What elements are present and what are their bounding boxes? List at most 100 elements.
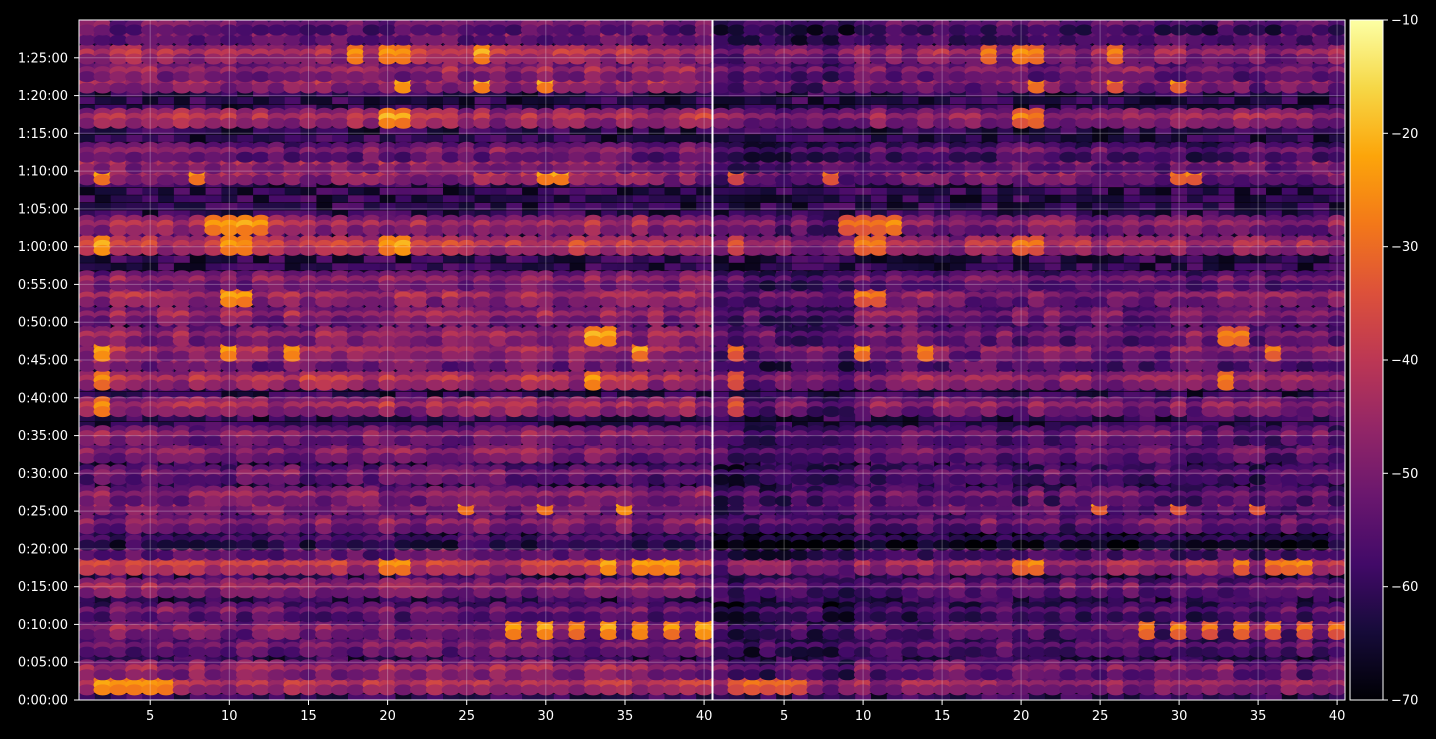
noise-cell [379, 202, 396, 210]
noise-cell [474, 391, 491, 399]
heatmap-cell [141, 549, 160, 561]
heatmap-cell [615, 564, 635, 576]
heatmap-cell [394, 504, 413, 516]
noise-cell [253, 255, 270, 263]
noise-cell [268, 210, 286, 218]
heatmap-cell [599, 587, 619, 599]
heatmap-cell [505, 523, 524, 535]
noise-cell [189, 195, 207, 203]
heatmap-cell [188, 684, 207, 696]
noise-cell [664, 263, 681, 271]
noise-cell [348, 255, 365, 263]
heatmap-cell [457, 523, 476, 535]
noise-cell [617, 414, 634, 422]
noise-cell [332, 595, 349, 603]
noise-cell [300, 210, 317, 218]
noise-cell [348, 595, 365, 603]
heatmap-cell [694, 564, 712, 576]
noise-cell [221, 694, 238, 700]
heatmap-cell [631, 564, 650, 576]
noise-cell [443, 694, 460, 700]
noise-cell [332, 263, 349, 271]
noise-cell [237, 210, 254, 218]
noise-cell [284, 187, 301, 195]
noise-cell [648, 202, 665, 210]
noise-cell [632, 694, 650, 700]
heatmap-cell [141, 611, 160, 623]
noise-cell [221, 210, 238, 218]
noise-cell [443, 414, 460, 422]
noise-cell [474, 210, 491, 218]
noise-cell [427, 210, 444, 218]
noise-cell [221, 202, 238, 210]
noise-cell [348, 202, 365, 210]
noise-cell [205, 414, 222, 422]
heatmap-cell [568, 646, 587, 658]
noise-cell [332, 391, 349, 399]
noise-cell [537, 595, 555, 603]
heatmap-cell [141, 629, 160, 640]
heatmap-cell [679, 611, 698, 623]
noise-cell [458, 195, 476, 203]
noise-cell [173, 134, 191, 142]
noise-cell [696, 97, 712, 105]
noise-cell [189, 187, 207, 195]
heatmap-cell [251, 504, 271, 516]
noise-cell [253, 97, 270, 105]
heatmap-cell [647, 629, 666, 640]
heatmap-cell [378, 504, 397, 516]
heatmap-cell [109, 523, 128, 535]
heatmap-cell [109, 564, 128, 576]
heatmap-cell [568, 549, 587, 561]
noise-cell [458, 210, 476, 218]
noise-cell [522, 187, 539, 195]
heatmap-cell [536, 611, 555, 623]
heatmap-cell [93, 611, 112, 623]
heatmap-cell [125, 504, 144, 516]
noise-cell [363, 255, 381, 263]
noise-cell [316, 202, 333, 210]
heatmap-cell [425, 646, 445, 658]
noise-cell [221, 97, 238, 105]
heatmap-cell [109, 495, 128, 507]
noise-cell [490, 595, 507, 603]
noise-cell [284, 414, 301, 422]
heatmap-cell [584, 684, 603, 696]
heatmap-cell [172, 611, 192, 623]
heatmap-cell [599, 646, 619, 658]
noise-cell [648, 414, 665, 422]
heatmap-cell [251, 549, 271, 561]
heatmap-cell [125, 611, 144, 623]
noise-cell [427, 263, 444, 271]
noise-cell [332, 573, 349, 581]
noise-cell [696, 595, 712, 603]
noise-cell [79, 573, 96, 581]
noise-cell [617, 134, 634, 142]
noise-cell [696, 210, 712, 218]
heatmap-cell [251, 523, 271, 535]
noise-cell [427, 255, 444, 263]
heatmap-cell [647, 669, 666, 681]
heatmap-cell [663, 629, 682, 640]
heatmap-cell [663, 564, 682, 576]
noise-cell [490, 255, 507, 263]
heatmap-cell [299, 646, 318, 658]
heatmap-cell [584, 564, 603, 576]
noise-cell [205, 210, 222, 218]
heatmap-cell [299, 684, 318, 696]
heatmap-cell [315, 504, 334, 516]
noise-cell [126, 195, 143, 203]
heatmap-cell [315, 611, 334, 623]
heatmap-cell [615, 539, 635, 551]
noise-cell [126, 595, 143, 603]
noise-cell [126, 210, 143, 218]
noise-cell [94, 97, 112, 105]
heatmap-cell [505, 684, 524, 696]
noise-cell [522, 595, 539, 603]
heatmap-cell [79, 611, 97, 623]
heatmap-cell [552, 549, 571, 561]
heatmap-cell [505, 549, 524, 561]
noise-cell [284, 97, 301, 105]
noise-cell [411, 263, 428, 271]
noise-cell [237, 573, 254, 581]
